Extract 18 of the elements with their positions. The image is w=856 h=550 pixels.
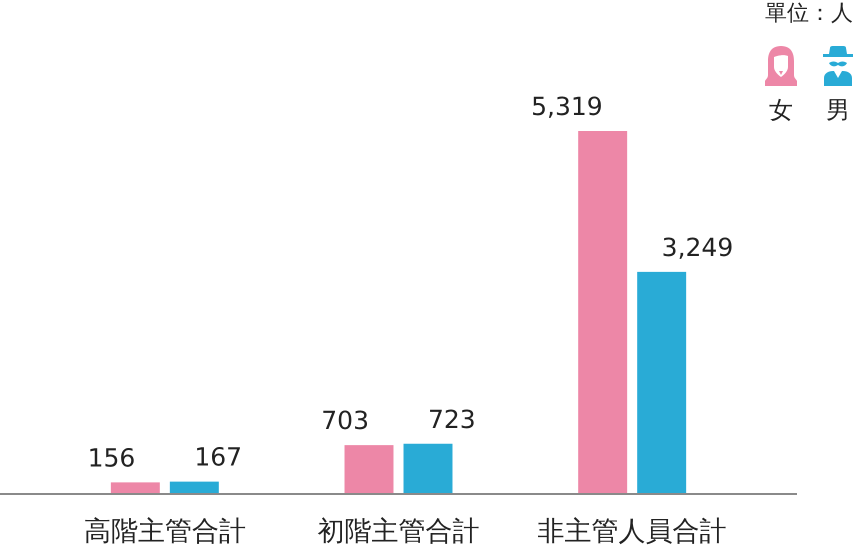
bar (344, 445, 394, 493)
x-tick-label: 非主管人員合計 (538, 516, 727, 548)
data-label: 723 (428, 404, 476, 434)
bar (404, 444, 452, 493)
data-label: 156 (88, 443, 136, 472)
data-label: 167 (194, 442, 242, 472)
data-label: 3,249 (662, 232, 734, 262)
data-label: 5,319 (531, 92, 603, 121)
legend-label: 男 (826, 96, 850, 124)
legend-label: 女 (769, 96, 793, 124)
bar (637, 272, 686, 493)
data-label: 703 (321, 406, 369, 436)
bar (578, 131, 628, 493)
text: 單位：人 (765, 1, 853, 27)
bar (170, 482, 219, 493)
x-tick-label: 高階主管合計 (84, 516, 246, 548)
bar (110, 482, 160, 493)
x-tick-label: 初階主管合計 (318, 516, 480, 548)
